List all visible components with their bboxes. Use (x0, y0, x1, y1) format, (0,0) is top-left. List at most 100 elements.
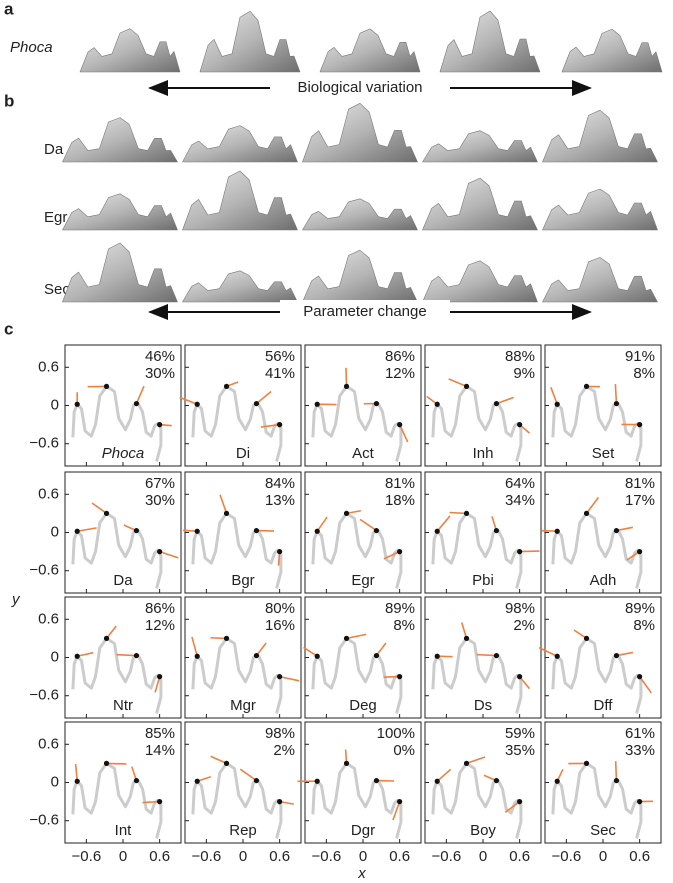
cusp (254, 653, 259, 658)
percent-bottom: 16% (265, 617, 295, 634)
x-tick-label: −0.6 (552, 848, 582, 865)
direction (116, 655, 136, 656)
cusp (75, 654, 80, 659)
tooth (80, 29, 180, 72)
cusp (494, 528, 499, 533)
percent-top: 100% (377, 725, 415, 742)
cusp (584, 384, 589, 389)
x-tick-label: 0.6 (509, 848, 530, 865)
cusp (555, 654, 560, 659)
cusp (637, 422, 642, 427)
percent-bottom: 2% (513, 617, 535, 634)
percent-bottom: 0% (393, 742, 415, 759)
x-tick-label: −0.6 (72, 848, 102, 865)
direction (616, 761, 617, 780)
figure: a Phoca Biological variation b DaEgrSec … (0, 0, 673, 883)
x-tick-label: 0 (599, 848, 607, 865)
cusp (614, 653, 619, 658)
row-label: Egr (44, 209, 67, 226)
cusp (494, 653, 499, 658)
teeth-rows: DaEgrSec (44, 103, 658, 302)
percent-top: 61% (625, 725, 655, 742)
direction (467, 757, 486, 763)
direction (136, 386, 144, 403)
plot-name: Pbi (472, 572, 494, 589)
tooth (63, 243, 178, 302)
x-tick-label: 0 (359, 848, 367, 865)
tooth (63, 194, 178, 230)
cusp (614, 528, 619, 533)
direction (192, 637, 197, 656)
percent-bottom: 17% (625, 492, 655, 509)
plot-name: Mgr (230, 697, 256, 714)
x-axis-label: x (357, 865, 366, 882)
cusp (104, 511, 109, 516)
percent-bottom: 13% (265, 492, 295, 509)
x-tick-label: 0 (119, 848, 127, 865)
cusp (374, 528, 379, 533)
cusp (464, 511, 469, 516)
percent-bottom: 2% (273, 742, 295, 759)
teeth-row (80, 11, 662, 72)
percent-bottom: 18% (385, 492, 415, 509)
caption: Biological variation (297, 79, 422, 96)
tooth (320, 29, 420, 72)
cusp (584, 761, 589, 766)
direction (587, 497, 599, 513)
cusp (157, 674, 162, 679)
cusp (75, 402, 80, 407)
cusp (134, 778, 139, 783)
direction (449, 379, 467, 386)
tooth (543, 189, 658, 230)
cusp (224, 761, 229, 766)
percent-top: 64% (505, 475, 535, 492)
cusp (277, 799, 282, 804)
percent-top: 59% (505, 725, 535, 742)
percent-top: 85% (145, 725, 175, 742)
percent-bottom: 35% (505, 742, 535, 759)
cusp (374, 401, 379, 406)
percent-top: 86% (385, 348, 415, 365)
direction (437, 769, 451, 781)
cusp (104, 636, 109, 641)
cusp (254, 778, 259, 783)
cusp (195, 402, 200, 407)
cusp (637, 674, 642, 679)
direction (539, 648, 557, 657)
percent-bottom: 34% (505, 492, 535, 509)
y-tick-label: 0.6 (38, 735, 59, 752)
plot-name: Ntr (113, 697, 133, 714)
cusp (374, 778, 379, 783)
cusp (464, 384, 469, 389)
cusp (397, 674, 402, 679)
cusp (435, 654, 440, 659)
plot-name: Boy (470, 822, 496, 839)
cusp (134, 653, 139, 658)
cusp (344, 761, 349, 766)
cusp (555, 779, 560, 784)
direction (92, 503, 106, 513)
tooth (183, 271, 298, 302)
cusp (277, 674, 282, 679)
cusp (584, 636, 589, 641)
x-tick-label: −0.6 (432, 848, 462, 865)
cusp (104, 384, 109, 389)
x-tick-label: 0.6 (629, 848, 650, 865)
tooth (63, 118, 178, 162)
direction (360, 519, 376, 530)
cusp (75, 779, 80, 784)
percent-top: 91% (625, 348, 655, 365)
percent-top: 89% (625, 600, 655, 617)
percent-top: 88% (505, 348, 535, 365)
y-tick-label: −0.6 (29, 562, 59, 579)
cusp (517, 422, 522, 427)
cusp (435, 529, 440, 534)
cusp (494, 401, 499, 406)
plot-name: Act (352, 445, 375, 462)
direction (77, 528, 96, 531)
y-tick-label: −0.6 (29, 435, 59, 452)
tooth (423, 178, 538, 230)
percent-bottom: 12% (145, 617, 175, 634)
percent-bottom: 8% (633, 365, 655, 382)
cusp (344, 511, 349, 516)
